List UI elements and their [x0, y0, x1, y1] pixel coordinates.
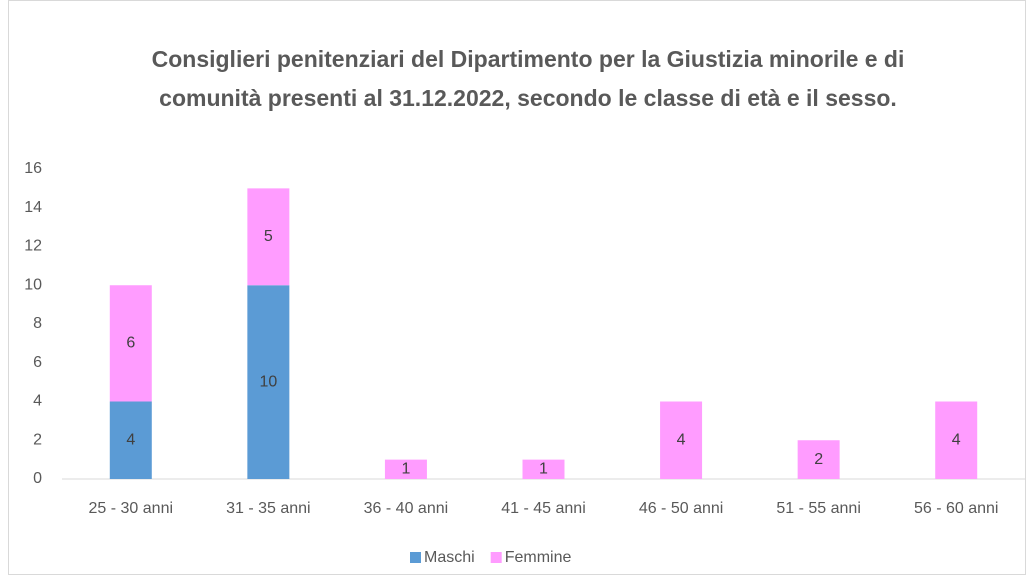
bar-segment: [797, 440, 840, 479]
data-label: 2: [814, 451, 823, 468]
y-tick-label: 2: [33, 431, 42, 448]
bar-segment: [935, 401, 978, 479]
bar-segment: [522, 459, 565, 479]
data-label: 6: [126, 335, 135, 352]
bar-segment: [109, 401, 152, 479]
data-label: 4: [952, 431, 961, 448]
x-tick-label: 41 - 45 anni: [501, 500, 586, 517]
y-tick-label: 10: [24, 276, 42, 293]
bar-segment: [247, 188, 290, 286]
y-tick-label: 6: [33, 354, 42, 371]
legend-label: Femmine: [505, 549, 572, 566]
data-label: 4: [126, 431, 135, 448]
bar-segment: [384, 459, 427, 479]
data-label: 4: [677, 431, 686, 448]
x-tick-label: 46 - 50 anni: [639, 500, 724, 517]
data-label: 10: [259, 373, 277, 390]
y-tick-label: 0: [33, 470, 42, 487]
x-tick-label: 31 - 35 anni: [226, 500, 311, 517]
legend-label: Maschi: [424, 549, 475, 566]
y-tick-label: 12: [24, 238, 42, 255]
y-tick-label: 14: [24, 199, 42, 216]
y-tick-label: 16: [24, 160, 42, 177]
bar-segment: [247, 285, 290, 479]
y-tick-label: 8: [33, 315, 42, 332]
data-label: 1: [539, 461, 548, 478]
bar-segment: [660, 401, 703, 479]
y-tick-label: 4: [33, 393, 42, 410]
x-tick-label: 25 - 30 anni: [89, 500, 174, 517]
legend-swatch: [410, 552, 421, 563]
x-tick-label: 51 - 55 anni: [776, 500, 861, 517]
data-label: 5: [264, 228, 273, 245]
data-label: 1: [401, 461, 410, 478]
x-tick-label: 36 - 40 anni: [364, 500, 449, 517]
legend-swatch: [490, 552, 502, 563]
chart-title: Consiglieri penitenziari del Dipartiment…: [151, 46, 905, 111]
bar-segment: [109, 285, 152, 402]
x-tick-label: 56 - 60 anni: [914, 500, 999, 517]
